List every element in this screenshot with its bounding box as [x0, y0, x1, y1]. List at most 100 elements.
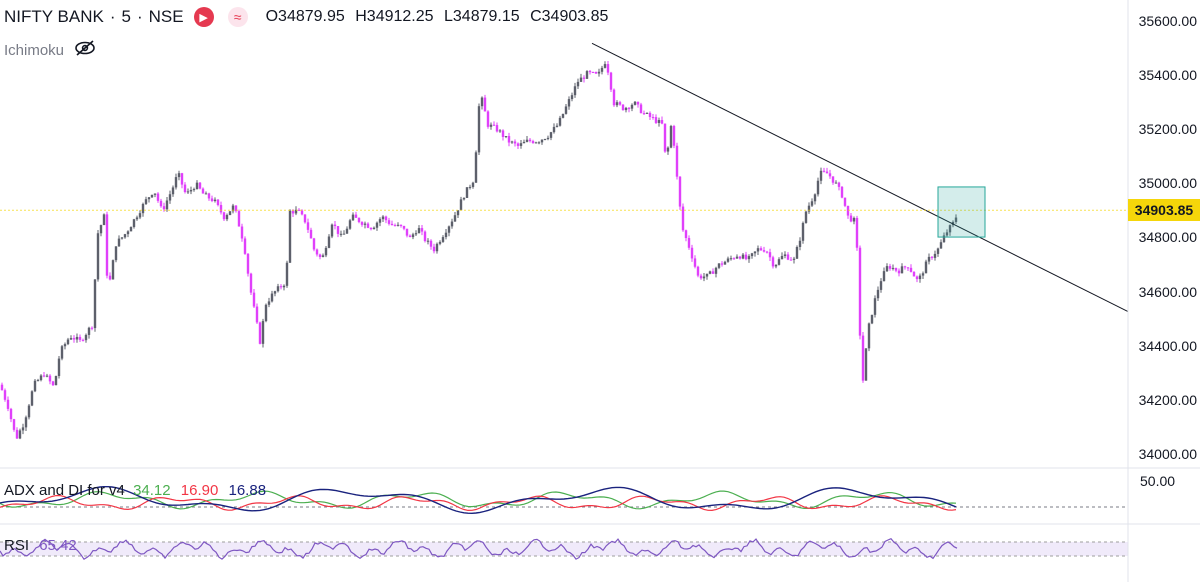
- candle-body: [39, 375, 43, 381]
- candle-body: [825, 171, 829, 174]
- candle-body: [792, 258, 796, 260]
- candle-body: [540, 139, 544, 143]
- candle-body: [75, 336, 79, 340]
- candle-body: [678, 176, 682, 207]
- candle-body: [831, 176, 835, 183]
- candle-body: [234, 205, 238, 212]
- candle-body: [882, 271, 886, 282]
- candle-body: [870, 314, 874, 324]
- rsi-value: 65.42: [39, 537, 77, 554]
- candle-body: [906, 267, 910, 269]
- candle-body: [636, 101, 640, 105]
- candle-body: [63, 344, 67, 347]
- candle-body: [12, 419, 16, 430]
- candle-body: [642, 113, 646, 115]
- candle-body: [15, 429, 19, 439]
- candle-body: [936, 248, 940, 254]
- eye-slash-icon[interactable]: [74, 40, 96, 60]
- candle-body: [84, 334, 88, 341]
- candle-body: [648, 112, 652, 117]
- candle-body: [0, 384, 4, 391]
- candle-body: [651, 116, 655, 118]
- study-label[interactable]: Ichimoku: [4, 41, 65, 59]
- candle-body: [720, 263, 724, 265]
- separator: ·: [109, 7, 116, 26]
- candle-body: [717, 263, 721, 268]
- candle-body: [693, 258, 697, 267]
- candle-body: [444, 232, 448, 238]
- candle-body: [939, 242, 943, 249]
- candle-body: [696, 266, 700, 276]
- candle-body: [753, 251, 757, 254]
- candle-body: [60, 346, 64, 359]
- candle-body: [81, 339, 85, 341]
- candle-body: [759, 248, 763, 251]
- rsi-label[interactable]: RSI: [4, 537, 30, 554]
- candle-body: [567, 99, 571, 107]
- candle-body: [309, 229, 313, 239]
- candle-body: [27, 405, 31, 418]
- candle-body: [294, 209, 298, 214]
- candle-body: [666, 147, 670, 152]
- candle-body: [66, 339, 70, 345]
- candle-body: [210, 198, 214, 201]
- candle-body: [120, 237, 124, 239]
- candle-body: [147, 197, 151, 200]
- candle-body: [288, 210, 292, 263]
- open-value: O34879.95: [265, 8, 345, 25]
- candle-body: [744, 254, 748, 260]
- wave-icon[interactable]: ≈: [227, 7, 248, 27]
- candle-body: [72, 338, 76, 340]
- candle-body: [201, 188, 205, 194]
- candle-body: [156, 193, 160, 201]
- candle-body: [789, 259, 793, 261]
- candle-body: [690, 247, 694, 259]
- candle-body: [363, 223, 367, 225]
- candle-body: [87, 327, 91, 335]
- price-tick-label: 34000.00: [1138, 446, 1197, 463]
- candle-body: [729, 258, 733, 260]
- price-tick-label: 35600.00: [1138, 12, 1197, 29]
- candle-body: [174, 177, 178, 188]
- candle-body: [237, 211, 241, 227]
- candle-body: [654, 117, 658, 123]
- candle-body: [318, 254, 322, 257]
- candle-body: [525, 139, 529, 142]
- candle-body: [48, 375, 52, 382]
- candle-body: [504, 136, 508, 138]
- candle-body: [429, 240, 433, 247]
- candle-body: [483, 97, 487, 112]
- price-tick-label: 35400.00: [1138, 66, 1197, 83]
- candle-body: [330, 224, 334, 237]
- candle-body: [78, 336, 82, 340]
- candle-body: [687, 238, 691, 248]
- candle-body: [336, 226, 340, 234]
- highlight-box[interactable]: [937, 186, 986, 238]
- trendline[interactable]: [591, 42, 1129, 313]
- candle-body: [225, 214, 229, 220]
- candle-body: [423, 231, 427, 242]
- candle-body: [579, 77, 583, 82]
- candle-body: [348, 220, 352, 229]
- adx-line: [0, 486, 957, 515]
- candle-body: [681, 206, 685, 231]
- interval[interactable]: 5: [121, 7, 131, 26]
- candle-body: [3, 390, 7, 400]
- candle-body: [633, 101, 637, 105]
- candle-body: [867, 323, 871, 349]
- flag-icon[interactable]: ▶: [193, 7, 214, 27]
- adx-label[interactable]: ADX and DI for v4: [4, 482, 125, 499]
- candle-body: [546, 137, 550, 140]
- candle-body: [54, 375, 58, 386]
- candle-body: [549, 132, 553, 138]
- candle-body: [834, 182, 838, 184]
- candle-body: [921, 273, 925, 276]
- candle-body: [771, 257, 775, 267]
- candle-body: [915, 276, 919, 280]
- candle-body: [90, 327, 94, 329]
- candle-body: [105, 214, 109, 276]
- candle-body: [312, 238, 316, 250]
- symbol-name[interactable]: NIFTY BANK: [4, 7, 104, 26]
- candle-body: [750, 253, 754, 257]
